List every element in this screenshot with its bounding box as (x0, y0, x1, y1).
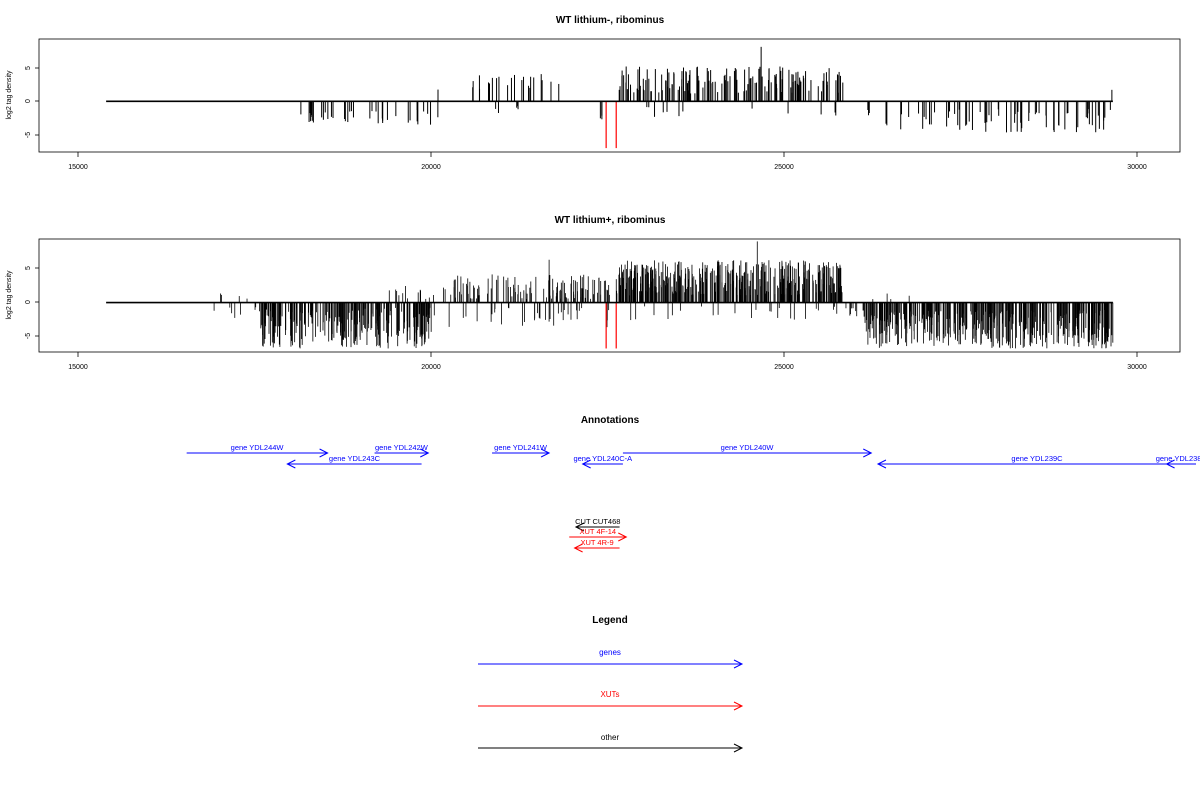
feature-arrow-head (319, 448, 329, 458)
y-axis-label: log2 tag density (6, 270, 13, 320)
annotation-features: gene YDL244W gene YDL243C gene YDL242W gene… (186, 443, 1200, 553)
x-tick-label: 30000 (1127, 364, 1147, 371)
annotation-feature: gene YDL243C (286, 454, 422, 469)
annotation-feature: CUT CUT468 (574, 517, 620, 532)
legend-label: XUTs (600, 690, 619, 699)
y-tick-label: 0 (25, 300, 32, 304)
density-bars (106, 46, 1113, 149)
legend-label: other (601, 733, 620, 742)
feature-label: CUT CUT468 (575, 517, 620, 526)
y-tick-label: 5 (25, 266, 32, 270)
feature-arrow-head (420, 448, 430, 458)
legend-label: genes (599, 648, 621, 657)
feature-arrow-head (540, 448, 551, 458)
y-tick-label: 0 (25, 99, 32, 103)
feature-label: gene YDL241W (494, 443, 548, 452)
x-axis: 15000 20000 25000 30000 (68, 152, 1147, 171)
annotation-feature: XUT 4R-9 (573, 538, 620, 553)
panel-title: WT lithium-, ribominus (556, 15, 665, 26)
x-tick-label: 20000 (421, 364, 441, 371)
y-axis-label: log2 tag density (6, 70, 13, 120)
annotations-title: Annotations (581, 415, 640, 426)
feature-arrow-head (863, 448, 873, 458)
annotation-feature: gene YDL240C-A (573, 454, 632, 469)
feature-arrow-head (574, 522, 585, 532)
x-tick-label: 25000 (774, 364, 794, 371)
annotation-feature: gene YDL240W (622, 443, 873, 458)
feature-label: gene YDL240W (721, 443, 775, 452)
panel-title: WT lithium+, ribominus (555, 215, 666, 226)
x-tick-label: 15000 (68, 364, 88, 371)
y-tick-label: -5 (25, 333, 32, 339)
x-tick-label: 15000 (68, 164, 88, 171)
annotation-feature: gene YDL239C (876, 454, 1196, 469)
y-tick-label: -5 (25, 132, 32, 138)
feature-label: XUT 4R-9 (580, 538, 613, 547)
feature-arrow-head (618, 532, 628, 542)
legend-arrow-head (733, 701, 744, 711)
feature-arrow-head (581, 459, 591, 469)
annotation-feature: XUT 4F-14 (569, 527, 628, 542)
feature-label: gene YDL240C-A (573, 454, 632, 463)
x-tick-label: 30000 (1127, 164, 1147, 171)
feature-label: gene YDL243C (329, 454, 381, 463)
feature-arrow-head (286, 459, 296, 469)
legend-item-genes: genes (478, 648, 744, 669)
plot-frame (38, 238, 1181, 353)
feature-arrow-head (573, 543, 583, 553)
annotation-feature: gene YDL242W (374, 443, 430, 458)
plot-frame (38, 38, 1181, 153)
y-axis: -5 0 5 (25, 266, 39, 339)
legend-title: Legend (592, 615, 628, 626)
legend-arrow-head (733, 743, 744, 753)
x-tick-label: 25000 (774, 164, 794, 171)
track-panel-lithium-plus: WT lithium+, ribominus log2 tag density … (6, 215, 1181, 371)
feature-arrow-head (1165, 459, 1175, 469)
y-tick-label: 5 (25, 66, 32, 70)
feature-label: gene YDL244W (231, 443, 285, 452)
density-bars (106, 241, 1114, 349)
annotation-feature: gene YDL244W (186, 443, 329, 458)
legend-item-other: other (478, 733, 744, 753)
feature-arrow-head (876, 459, 887, 469)
legend-item-xuts: XUTs (478, 690, 744, 711)
feature-label: gene YDL242W (375, 443, 429, 452)
y-axis: -5 0 5 (25, 66, 39, 138)
track-panel-lithium-minus: WT lithium-, ribominus log2 tag density … (6, 15, 1181, 171)
feature-label: gene YDL239C (1011, 454, 1063, 463)
legend: Legend genes XUTs other (478, 615, 744, 753)
x-axis: 15000 20000 25000 30000 (68, 352, 1147, 371)
feature-label: XUT 4F-14 (580, 527, 617, 536)
x-tick-label: 20000 (421, 164, 441, 171)
legend-arrow-head (733, 659, 744, 669)
annotation-feature: gene YDL241W (492, 443, 551, 458)
